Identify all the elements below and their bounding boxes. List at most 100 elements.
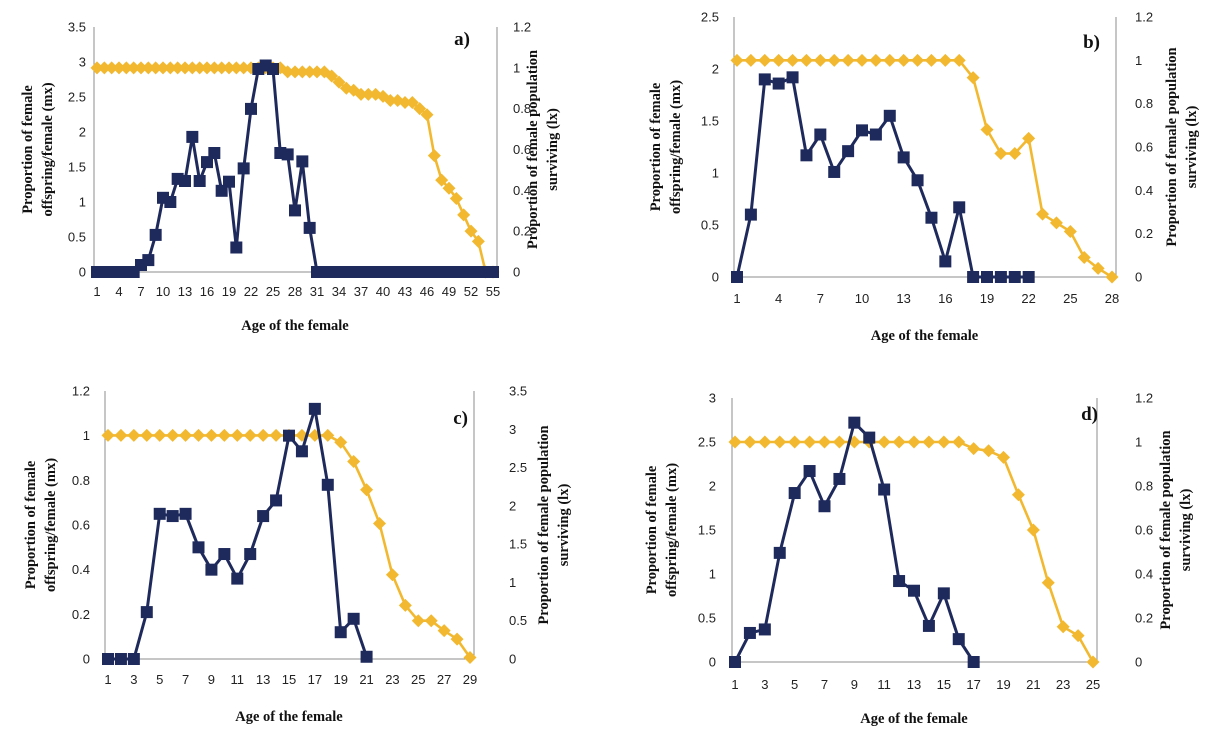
y-tick-label: 0: [709, 655, 716, 670]
y-tick-label: 0.4: [72, 562, 90, 577]
lx-point-marker: [171, 61, 185, 75]
lx-point-marker: [464, 224, 478, 238]
lx-point-marker: [295, 65, 309, 79]
mx-point-marker: [729, 656, 741, 668]
y-axis-label: offspring/female (mx): [664, 463, 680, 597]
y2-tick-label: 1: [509, 575, 516, 590]
y-tick-label: 0.5: [698, 611, 716, 626]
x-axis-label: Age of the female: [235, 709, 343, 725]
lx-point-marker: [897, 53, 911, 67]
mx-point-marker: [878, 483, 891, 496]
x-tick-label: 49: [442, 284, 456, 299]
mx-point-marker: [231, 572, 244, 585]
mx-point-marker: [289, 204, 301, 217]
lx-point-marker: [127, 61, 141, 75]
mx-point-marker: [863, 431, 876, 444]
lx-point-marker: [149, 61, 163, 75]
lx-point-marker: [450, 632, 464, 646]
lx-point-marker: [442, 181, 456, 195]
lx-point-marker: [437, 624, 451, 638]
y2-axis-label: surviving (lx): [545, 108, 561, 191]
y-tick-label: 2: [79, 125, 86, 140]
x-tick-label: 21: [359, 672, 373, 687]
lx-series-line: [735, 440, 1095, 663]
lx-point-marker: [877, 435, 891, 449]
x-tick-label: 40: [376, 284, 390, 299]
lx-point-marker: [435, 173, 449, 187]
mx-point-marker: [308, 402, 321, 415]
lx-point-marker: [952, 53, 966, 67]
lx-point-marker: [105, 61, 119, 75]
x-tick-label: 25: [266, 284, 280, 299]
lx-point-marker: [237, 61, 251, 75]
x-tick-label: 7: [821, 677, 828, 692]
lx-point-marker: [193, 61, 207, 75]
lx-point-marker: [185, 61, 199, 75]
mx-point-marker: [758, 73, 771, 86]
x-tick-label: 27: [437, 672, 451, 687]
lx-point-marker: [1022, 131, 1036, 145]
mx-point-marker: [788, 487, 801, 500]
x-tick-label: 23: [1056, 677, 1070, 692]
mx-point-marker: [215, 184, 228, 197]
lx-point-marker: [1105, 270, 1119, 284]
mx-point-marker: [994, 271, 1007, 283]
mx-point-marker: [937, 587, 950, 600]
mx-point-marker: [102, 653, 114, 665]
lx-point-marker: [303, 65, 317, 79]
y-axis-label: offspring/female (mx): [43, 458, 59, 592]
mx-point-marker: [803, 465, 816, 478]
lx-point-marker: [153, 428, 167, 442]
lx-point-marker: [855, 53, 869, 67]
x-tick-label: 52: [464, 284, 478, 299]
x-tick-label: 4: [775, 291, 782, 306]
y-axis-label: Proportion of female: [23, 460, 39, 589]
mx-point-marker: [743, 626, 756, 639]
lx-point-marker: [134, 61, 148, 75]
y2-axis-label: Proportion of female population: [536, 425, 552, 624]
lx-point-marker: [1026, 523, 1040, 537]
x-tick-label: 21: [1026, 677, 1040, 692]
panel-label: a): [454, 29, 470, 50]
mx-point-marker: [267, 63, 279, 75]
mx-point-marker: [270, 494, 283, 507]
lx-point-marker: [892, 435, 906, 449]
y2-tick-label: 0: [509, 652, 516, 667]
mx-point-marker: [1022, 271, 1035, 283]
mx-point-marker: [179, 507, 192, 520]
y2-tick-label: 0.5: [509, 613, 527, 628]
mx-point-marker: [952, 633, 965, 646]
mx-point-marker: [321, 478, 334, 491]
lx-point-marker: [832, 435, 846, 449]
y-axis-label: Proportion of female: [644, 465, 660, 594]
x-tick-label: 4: [115, 284, 122, 299]
mx-point-marker: [142, 254, 155, 267]
mx-point-marker: [828, 165, 841, 178]
y2-axis-label: surviving (lx): [1184, 106, 1200, 189]
x-tick-label: 25: [1086, 677, 1100, 692]
x-tick-label: 19: [996, 677, 1010, 692]
x-tick-label: 1: [93, 284, 100, 299]
lx-point-marker: [229, 61, 243, 75]
y2-tick-label: 0.2: [1135, 226, 1153, 241]
x-tick-label: 15: [937, 677, 951, 692]
lx-point-marker: [310, 65, 324, 79]
x-tick-label: 1: [731, 677, 738, 692]
mx-point-marker: [140, 606, 153, 619]
lx-point-marker: [994, 147, 1008, 160]
x-tick-label: 17: [966, 677, 980, 692]
lx-point-marker: [827, 53, 841, 67]
mx-point-marker: [731, 271, 743, 283]
lx-point-marker: [728, 435, 742, 449]
lx-point-marker: [799, 53, 813, 67]
lx-point-marker: [786, 53, 800, 67]
y-tick-label: 1.5: [701, 114, 719, 129]
x-tick-label: 16: [200, 284, 214, 299]
mx-point-marker: [814, 128, 827, 141]
y-axis-label: offspring/female (mx): [40, 82, 56, 216]
lx-point-marker: [398, 598, 412, 612]
x-tick-label: 3: [761, 677, 768, 692]
mx-point-marker: [179, 175, 191, 187]
lx-point-marker: [204, 428, 218, 442]
mx-point-marker: [953, 201, 966, 214]
